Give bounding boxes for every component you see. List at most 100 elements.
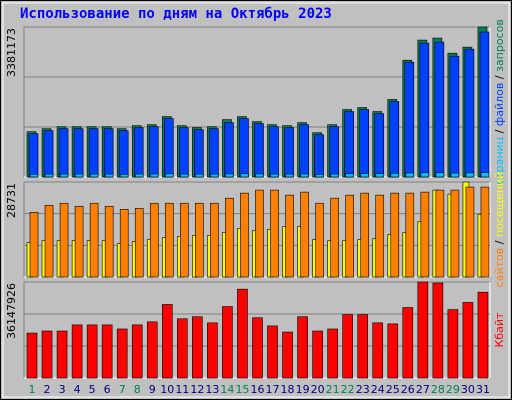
bar [104,173,114,178]
bar [101,324,113,379]
x-tick-label: 3 [59,383,66,396]
bar [118,130,129,178]
bar [73,128,84,178]
bar [402,307,414,379]
bar [450,189,460,278]
bar [282,331,293,379]
bar [432,282,444,379]
bar [345,194,354,278]
bar [270,189,279,278]
bar [269,126,279,178]
bar [28,133,39,178]
bar [240,173,249,178]
bar [131,324,143,379]
bar [375,194,385,278]
bar [59,173,69,178]
x-tick-label: 30 [461,383,475,396]
bar [435,189,445,278]
x-tick-label: 8 [134,383,141,396]
bar [374,113,385,178]
bar [89,173,99,178]
legend-entry: файлов [493,83,506,127]
bar [330,197,339,278]
x-tick-label: 12 [190,383,204,396]
bar [180,202,189,278]
bar [420,172,430,178]
bar [133,127,144,178]
bar [450,172,460,178]
bar [44,173,54,178]
x-tick-label: 20 [311,383,325,396]
bar [59,202,69,278]
bar [375,173,385,178]
x-tick-label: 31 [476,383,490,396]
x-tick-label: 22 [341,383,355,396]
bar [149,202,159,278]
bar [480,186,490,278]
bar [312,330,323,379]
bar [360,192,370,278]
x-tick-label: 9 [149,383,156,396]
bar [255,189,264,278]
bar [180,173,189,178]
bar [344,111,354,178]
x-tick-label: 2 [44,383,51,396]
x-tick-label: 23 [356,383,370,396]
bar [225,173,234,178]
legend-entry: запросов [493,19,506,72]
bar [210,202,219,278]
bar [297,316,308,379]
x-tick-label: 7 [119,383,126,396]
bar [26,332,38,379]
bar [465,172,475,178]
bar [194,129,204,178]
x-tick-label: 24 [371,383,385,396]
bar [161,304,173,379]
bar [479,31,490,178]
legend-separator: / [493,72,506,83]
bar [434,41,445,178]
bar [389,101,400,178]
bar [207,322,218,379]
bar [119,208,129,278]
bar [314,134,324,178]
bar [285,194,294,278]
legend: сайтов / посещений [493,172,506,288]
x-tick-label: 16 [250,383,264,396]
x-tick-label: 15 [235,383,249,396]
x-tick-label: 10 [160,383,174,396]
bar [29,212,39,278]
bar [284,127,294,178]
bar [240,192,249,278]
bar [148,126,159,178]
x-tick-label: 18 [281,383,295,396]
bar [134,173,144,178]
y-max-label: 3381173 [5,28,18,77]
bar [435,172,445,178]
bar [267,325,278,379]
bar [89,202,99,278]
legend-entry: сайтов [493,248,506,288]
y-max-label: 36147926 [5,283,18,339]
bar [29,173,39,178]
bar [405,172,415,178]
bar [71,324,83,379]
bar [329,126,339,178]
bar [43,130,54,178]
x-tick-label: 27 [416,383,430,396]
x-tick-label: 4 [74,383,81,396]
bar [254,123,264,178]
bar [477,291,489,379]
x-tick-label: 1 [29,383,36,396]
bar [44,204,54,278]
legend-entry: Кбайт [493,312,506,347]
y-max-label: 28731 [5,183,18,218]
bar [447,309,459,379]
bar [210,173,219,178]
bar [360,173,370,178]
bar [252,317,263,379]
bar [134,207,144,278]
x-tick-label: 14 [220,383,234,396]
bar [225,197,234,278]
bar [299,124,309,178]
